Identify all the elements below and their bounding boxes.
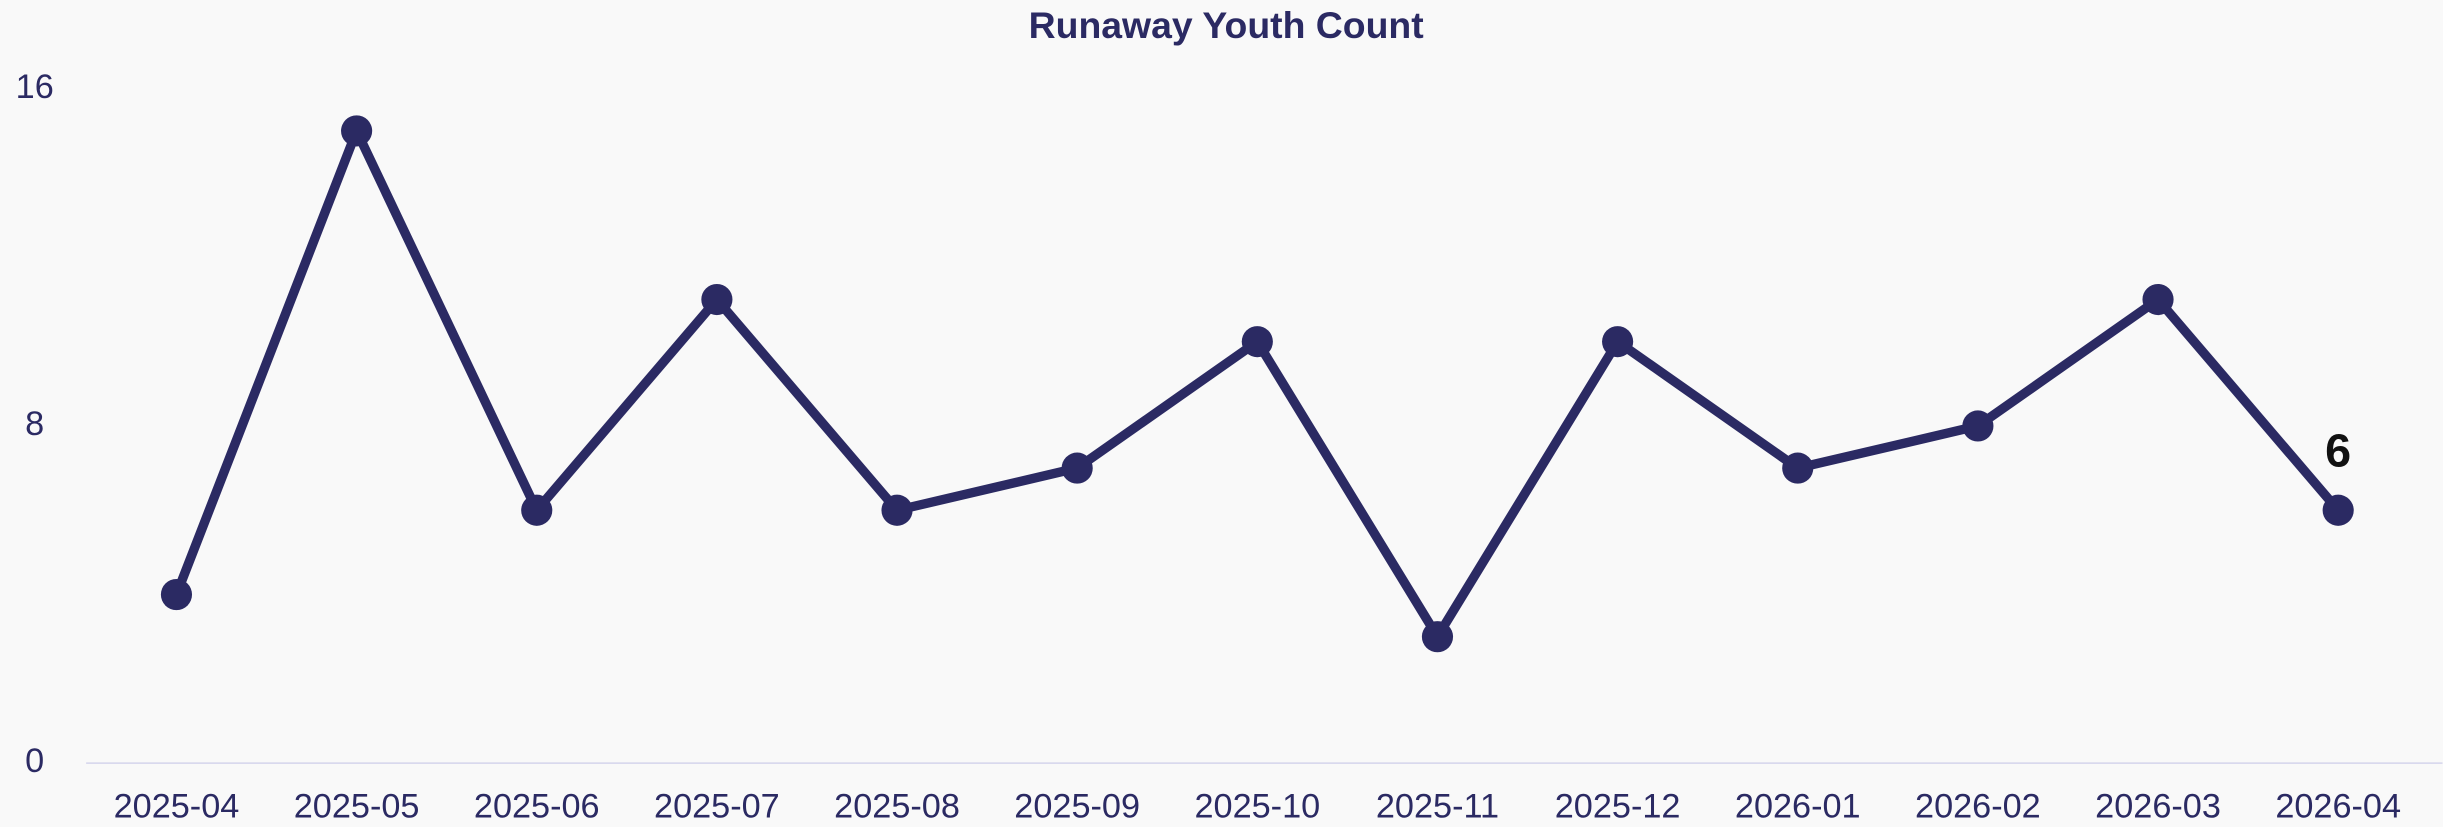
point-marker [2142, 283, 2174, 316]
point-marker [1241, 326, 1273, 358]
point-marker [701, 283, 733, 316]
point-marker [2322, 494, 2354, 526]
series-line [172, 126, 2342, 642]
point-marker [1421, 621, 1454, 653]
point-marker [1782, 452, 1814, 484]
point-marker [521, 494, 553, 526]
x-tick-label: 2025-11 [1376, 787, 1499, 825]
x-tick-label: 2026-01 [1735, 787, 1861, 825]
x-tick-label: 2026-02 [1915, 787, 2041, 825]
point-marker [160, 578, 193, 611]
chart-title: Runaway Youth Count [1029, 4, 1424, 46]
point-marker [881, 494, 913, 526]
y-tick-label: 8 [25, 405, 44, 443]
x-tick-label: 2025-05 [294, 787, 420, 825]
x-tick-label: 2025-12 [1555, 787, 1681, 825]
x-tick-label: 2026-03 [2095, 787, 2221, 825]
point-marker [1061, 452, 1093, 484]
y-tick-label: 16 [16, 68, 54, 106]
x-tick-label: 2025-04 [114, 787, 240, 825]
x-tick-label: 2025-09 [1014, 787, 1140, 825]
point-marker [341, 115, 373, 147]
point-marker [1602, 326, 1634, 358]
x-tick-label: 2025-10 [1194, 787, 1320, 825]
y-tick-label: 0 [25, 742, 44, 780]
x-tick-label: 2025-08 [834, 787, 960, 825]
point-marker [1962, 410, 1994, 442]
x-tick-label: 2026-04 [2275, 787, 2401, 825]
x-tick-label: 2025-07 [654, 787, 780, 825]
x-tick-label: 2025-06 [474, 787, 600, 825]
data-label: 6 [2325, 425, 2351, 477]
